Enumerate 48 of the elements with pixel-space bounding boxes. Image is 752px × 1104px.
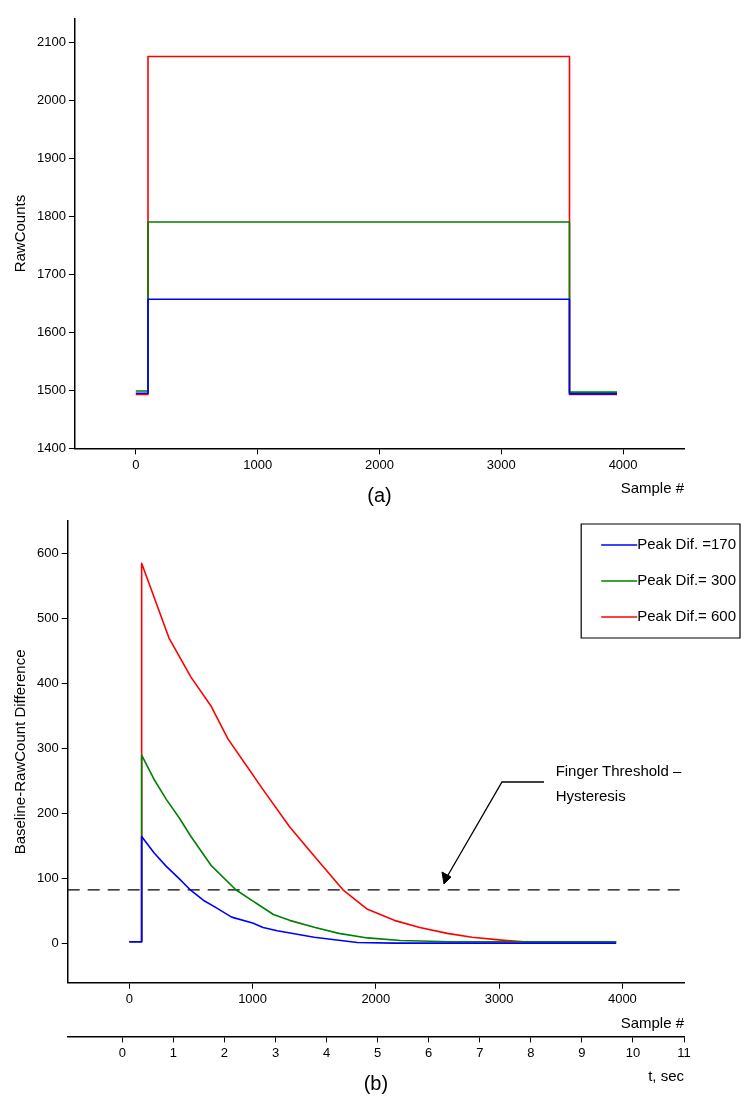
x2-tick-label: 8 [527, 1044, 535, 1060]
x2-tick-label: 9 [578, 1044, 586, 1060]
x2-axis-title: t, sec [648, 1067, 685, 1085]
y-tick-label: 1400 [37, 439, 66, 455]
x2-tick-label: 11 [677, 1044, 691, 1060]
x-tick-label: 4000 [608, 456, 638, 472]
x2-tick-label: 2 [220, 1044, 229, 1060]
x2-tick-label: 1 [169, 1044, 177, 1060]
text: (a) [367, 483, 392, 506]
x-tick-label: 0 [125, 991, 133, 1007]
y-tick-label: 1700 [37, 265, 66, 281]
text: (b) [363, 1071, 389, 1094]
x2-tick-label: 6 [425, 1044, 433, 1060]
y-tick-label: 100 [36, 870, 59, 886]
x-tick-label: 1000 [243, 456, 273, 472]
legend-label: Peak Dif. =170 [637, 535, 736, 553]
x2-tick-label: 10 [625, 1044, 641, 1060]
x-tick-label: 1000 [238, 991, 268, 1007]
y-tick-label: 400 [36, 675, 59, 691]
x2-tick-label: 5 [374, 1044, 382, 1060]
x-tick-label: 3000 [484, 991, 514, 1007]
y-tick-label: 1900 [37, 149, 66, 165]
y-tick-label: 0 [51, 935, 59, 951]
y-tick-label: 2000 [37, 91, 66, 107]
legend-label: Peak Dif.= 600 [637, 607, 736, 625]
x-tick-label: 2000 [361, 991, 391, 1007]
annotation: Finger Threshold – Hysteresis [555, 760, 683, 806]
x2-tick-label: 4 [322, 1044, 331, 1060]
x-tick-label: 2000 [365, 456, 394, 472]
x2-tick-label: 7 [476, 1044, 484, 1060]
y-tick-label: 1800 [37, 207, 66, 223]
y-tick-label: 1500 [37, 381, 66, 397]
y-tick-label: 300 [36, 740, 59, 756]
x-axis-title: Sample # [620, 479, 685, 497]
x-tick-label: 4000 [607, 991, 637, 1007]
x-tick-label: 0 [132, 456, 140, 472]
y-tick-label: 500 [36, 610, 59, 626]
x-tick-label: 3000 [486, 456, 516, 472]
y-tick-label: 200 [36, 805, 59, 821]
x2-tick-label: 3 [271, 1044, 280, 1060]
legend-label: Peak Dif.= 300 [637, 571, 736, 589]
x2-tick-label: 0 [118, 1044, 126, 1060]
y-axis-title: Baseline-RawCount Difference [11, 649, 29, 855]
y-axis-title: RawCounts [11, 194, 29, 273]
y-tick-label: 1600 [37, 323, 66, 339]
y-tick-label: 600 [36, 545, 59, 561]
x-axis-title: Sample # [620, 1013, 685, 1031]
y-tick-label: 2100 [37, 33, 66, 49]
